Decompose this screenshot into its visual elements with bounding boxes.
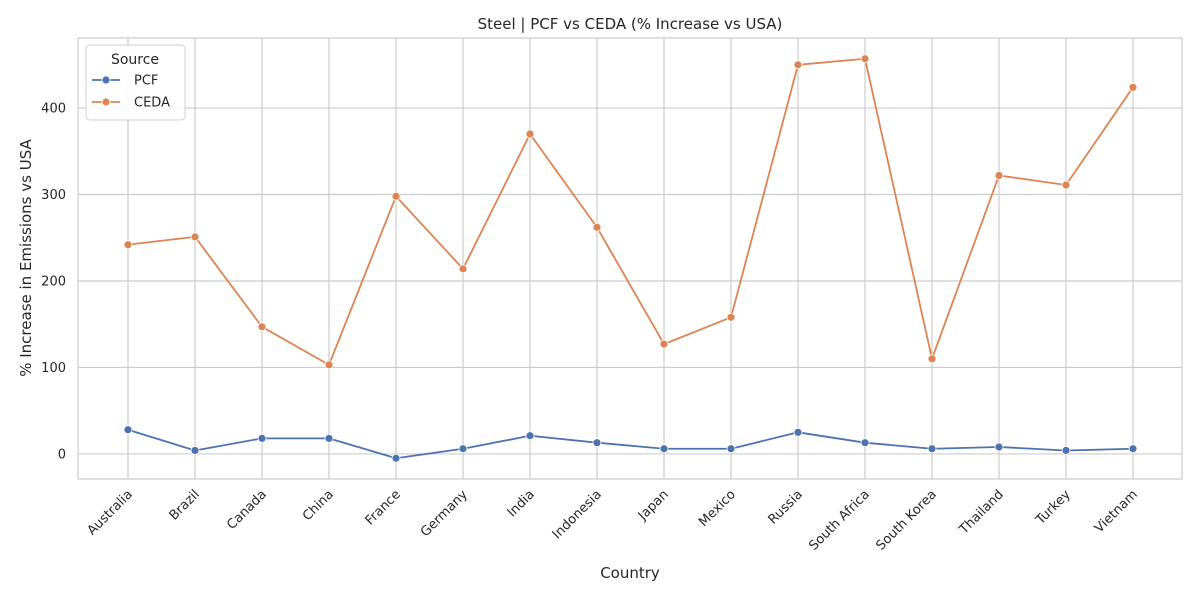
data-point [525, 431, 535, 441]
legend-label: PCF [134, 74, 158, 89]
data-point [726, 312, 736, 322]
y-tick-label: 300 [41, 188, 66, 203]
x-tick-label: South Africa [806, 487, 872, 553]
data-point [1061, 446, 1071, 455]
data-point [994, 442, 1004, 452]
data-point [793, 427, 803, 437]
data-point [525, 129, 535, 139]
data-point [190, 446, 200, 455]
x-tick-label: Turkey [1033, 487, 1074, 528]
data-point [994, 171, 1004, 180]
series-line-pcf [127, 428, 1134, 460]
y-tick-label: 0 [58, 447, 66, 462]
data-point [391, 453, 401, 463]
series-ceda [123, 54, 1138, 370]
x-tick-label: Australia [85, 487, 136, 538]
data-point [793, 60, 803, 70]
x-tick-label: Mexico [696, 487, 739, 530]
legend-label: CEDA [134, 96, 170, 111]
legend-swatch-marker [101, 75, 111, 85]
data-point [458, 264, 468, 274]
data-point [927, 444, 937, 454]
legend: Source PCF CEDA [85, 44, 186, 121]
x-tick-label: India [505, 487, 538, 520]
data-point [123, 240, 133, 250]
data-point [324, 433, 334, 443]
x-tick-label: Thailand [956, 487, 1007, 538]
data-point [1128, 444, 1138, 454]
data-point [324, 360, 334, 370]
data-point [1061, 180, 1071, 190]
legend-swatch-marker [101, 97, 111, 107]
plot-area [77, 37, 1183, 480]
series-pcf [123, 425, 1138, 463]
data-point [927, 354, 937, 364]
x-tick-label: Russia [766, 487, 806, 527]
series-lines [123, 54, 1138, 463]
x-tick-label: Canada [224, 487, 270, 533]
legend-items: PCF CEDA [92, 74, 170, 111]
data-point [860, 54, 870, 64]
data-point [726, 444, 736, 454]
data-point [592, 438, 602, 448]
data-point [659, 444, 669, 454]
data-point [391, 191, 401, 201]
data-point [592, 222, 602, 232]
x-tick-label: Brazil [167, 487, 203, 523]
x-axis-title: Country [600, 564, 660, 582]
data-point [123, 425, 133, 435]
x-tick-label: Vietnam [1092, 487, 1141, 536]
x-tick-label: Japan [635, 487, 672, 524]
data-point [860, 438, 870, 448]
x-tick-label: France [363, 487, 404, 528]
chart-title: Steel | PCF vs CEDA (% Increase vs USA) [478, 15, 783, 33]
x-tick-label: Indonesia [550, 487, 605, 542]
data-point [257, 322, 267, 332]
y-tick-label: 200 [41, 274, 66, 289]
data-point [458, 444, 468, 454]
x-tick-label: South Korea [874, 487, 940, 553]
data-point [1128, 82, 1138, 92]
series-line-ceda [127, 57, 1134, 366]
y-tick-label: 400 [41, 102, 66, 117]
grid-lines [78, 38, 1182, 479]
y-axis-title: % Increase in Emissions vs USA [17, 139, 35, 377]
data-point [659, 339, 669, 349]
x-tick-label: Germany [418, 487, 471, 540]
x-tick-label: China [300, 487, 337, 524]
data-point [257, 433, 267, 443]
legend-title: Source [111, 52, 159, 68]
y-tick-label: 100 [41, 361, 66, 376]
data-point [190, 232, 200, 242]
